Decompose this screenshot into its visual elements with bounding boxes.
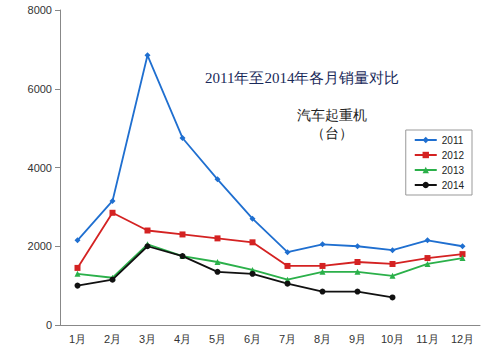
svg-text:2013: 2013 [442, 165, 465, 176]
svg-text:3月: 3月 [139, 333, 156, 345]
svg-text:6000: 6000 [28, 83, 52, 95]
svg-text:汽车起重机: 汽车起重机 [297, 107, 367, 123]
svg-text:10月: 10月 [381, 333, 404, 345]
svg-text:11月: 11月 [416, 333, 438, 345]
svg-text:2014: 2014 [442, 180, 465, 191]
svg-text:7月: 7月 [279, 333, 296, 345]
svg-text:4000: 4000 [28, 162, 52, 174]
svg-text:12月: 12月 [451, 333, 474, 345]
svg-text:0: 0 [46, 319, 52, 331]
svg-text:8月: 8月 [314, 333, 331, 345]
svg-text:5月: 5月 [209, 333, 226, 345]
svg-text:2011: 2011 [442, 135, 464, 146]
svg-text:1月: 1月 [69, 333, 86, 345]
svg-text:4月: 4月 [174, 333, 191, 345]
svg-text:2月: 2月 [104, 333, 121, 345]
svg-text:6月: 6月 [244, 333, 261, 345]
svg-text:9月: 9月 [349, 333, 366, 345]
svg-text:8000: 8000 [28, 4, 52, 16]
svg-text:2012: 2012 [442, 150, 465, 161]
svg-text:2011年至2014年各月销量对比: 2011年至2014年各月销量对比 [205, 70, 399, 86]
svg-text:2000: 2000 [28, 240, 52, 252]
svg-text:（台）: （台） [311, 125, 353, 141]
